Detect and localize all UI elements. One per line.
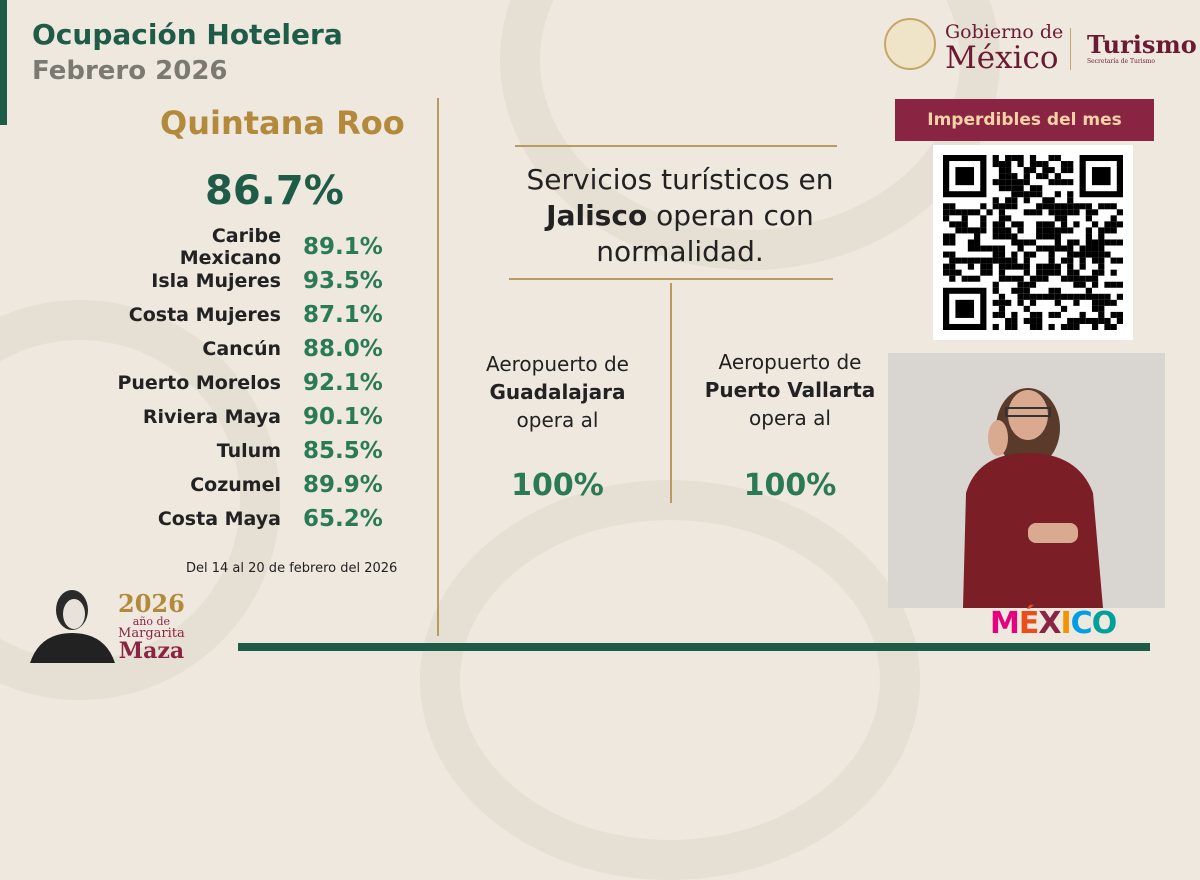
brand-letter: C: [1070, 606, 1093, 641]
logo-text: Secretaría de Turismo: [1087, 58, 1156, 65]
destination-value: 92.1%: [303, 370, 383, 396]
destination-name: Puerto Morelos: [117, 372, 281, 394]
page-subtitle: Febrero 2026: [32, 56, 228, 86]
turismo-logo: Turismo Secretaría de Turismo: [1087, 30, 1197, 66]
airport-puerto-vallarta: Aeropuerto de Puerto Vallarta opera al 1…: [690, 348, 890, 503]
destination-row: Caribe Mexicano 89.1%: [110, 225, 410, 269]
destination-value: 65.2%: [303, 506, 383, 532]
services-message: Servicios turísticos en Jalisco operan c…: [510, 162, 850, 270]
mexico-brand-logo: MÉXICO: [990, 606, 1117, 641]
destination-name: Cancún: [202, 338, 281, 360]
destination-name: Tulum: [216, 440, 281, 462]
state-name: Quintana Roo: [160, 104, 405, 142]
state-total: 86.7%: [205, 168, 344, 214]
destination-value: 93.5%: [303, 268, 383, 294]
brand-letter: É: [1018, 606, 1039, 641]
maza-text: año de: [132, 615, 171, 628]
airport-guadalajara: Aeropuerto de Guadalajara opera al 100%: [470, 350, 645, 503]
sign-language-interpreter-video: [888, 353, 1165, 608]
page-title: Ocupación Hotelera: [32, 18, 343, 51]
services-text: operan con: [647, 199, 814, 232]
airport-post: opera al: [749, 406, 831, 430]
destination-name: Caribe Mexicano: [179, 225, 281, 269]
divider: [1070, 28, 1071, 70]
logo-text: Turismo: [1087, 30, 1197, 59]
destination-name: Riviera Maya: [142, 406, 281, 428]
maza-text: Maza: [118, 638, 185, 664]
destination-value: 85.5%: [303, 438, 383, 464]
destination-name: Costa Maya: [157, 508, 281, 530]
destination-value: 90.1%: [303, 404, 383, 430]
airport-name: Puerto Vallarta: [704, 378, 876, 402]
bottom-bar: [238, 643, 1150, 651]
airport-post: opera al: [516, 408, 599, 432]
brand-letter: X: [1038, 606, 1061, 641]
government-logo: Gobierno de México: [945, 22, 1063, 74]
highlights-badge: Imperdibles del mes: [895, 99, 1154, 141]
destination-list: for(let i=0;i<9;i++)document.write(`<div…: [110, 225, 410, 536]
destination-name: Cozumel: [190, 474, 281, 496]
maza-text: Margarita: [118, 626, 185, 641]
margarita-maza-logo: 2026 año de Margarita Maza: [118, 589, 185, 664]
brand-letter: O: [1091, 606, 1117, 641]
airport-value: 100%: [743, 468, 837, 503]
brand-letter: I: [1060, 606, 1072, 641]
destination-name: Costa Mujeres: [128, 304, 281, 326]
services-line: Servicios turísticos en: [526, 163, 834, 196]
airport-pre: Aeropuerto de: [718, 350, 862, 374]
brand-letter: M: [990, 606, 1020, 641]
logo-text: Gobierno de: [945, 21, 1064, 43]
destination-row: Riviera Maya 90.1%: [110, 400, 410, 434]
destination-row: Cancún 88.0%: [110, 332, 410, 366]
services-state: Jalisco: [546, 199, 648, 232]
destination-row: Tulum 85.5%: [110, 434, 410, 468]
destination-value: 87.1%: [303, 302, 383, 328]
coat-of-arms-icon: [884, 18, 936, 70]
destination-row: Cozumel 89.9%: [110, 468, 410, 502]
services-line: Jalisco operan con: [510, 198, 850, 234]
divider: [670, 283, 672, 503]
destination-value: 89.9%: [303, 472, 383, 498]
destination-row: Isla Mujeres 93.5%: [110, 264, 410, 298]
divider: [515, 145, 837, 147]
destination-row: Costa Mujeres 87.1%: [110, 298, 410, 332]
services-line: normalidad.: [596, 235, 764, 268]
maza-year: 2026: [118, 589, 185, 618]
destination-row: Costa Maya 65.2%: [110, 502, 410, 536]
divider: [509, 278, 833, 280]
airport-pre: Aeropuerto de: [486, 352, 629, 376]
destination-name: Isla Mujeres: [151, 270, 281, 292]
accent-bar: [0, 0, 7, 125]
destination-value: 88.0%: [303, 336, 383, 362]
qr-code[interactable]: [933, 145, 1133, 340]
destination-value: 89.1%: [303, 234, 383, 260]
logo-text: México: [945, 40, 1059, 76]
brand-text: MÉXICO: [990, 606, 1117, 641]
date-range: Del 14 al 20 de febrero del 2026: [186, 561, 398, 576]
airport-value: 100%: [511, 468, 604, 503]
destination-row: Puerto Morelos 92.1%: [110, 366, 410, 400]
airport-name: Guadalajara: [489, 380, 626, 404]
divider: [437, 98, 439, 636]
margarita-maza-portrait: [30, 588, 115, 663]
